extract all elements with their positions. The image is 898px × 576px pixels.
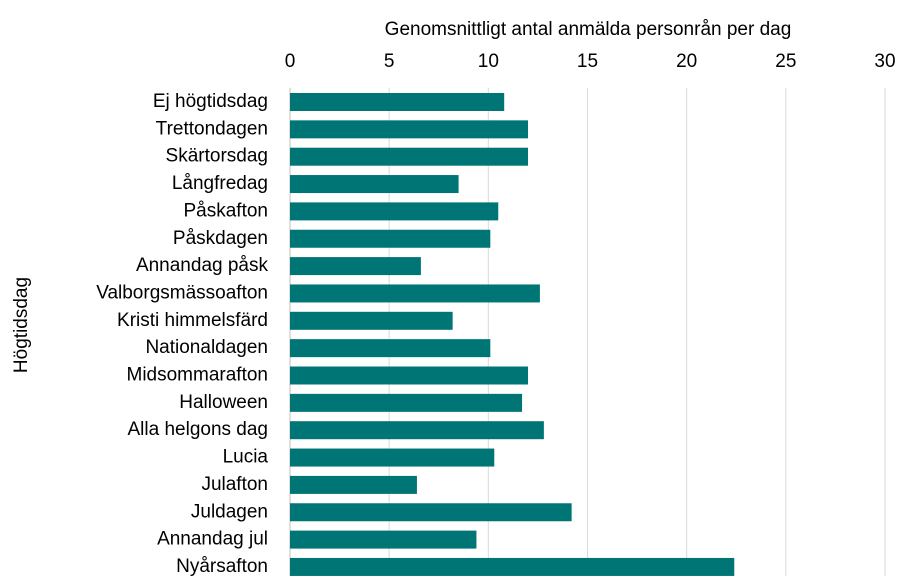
bar	[290, 284, 540, 303]
y-tick-label: Juldagen	[191, 501, 268, 522]
x-tick-label: 0	[285, 51, 296, 72]
x-tick-label: 20	[676, 51, 697, 72]
bar	[290, 366, 528, 385]
x-tick-label: 30	[874, 51, 895, 72]
y-tick-label: Påskafton	[184, 200, 269, 221]
bar	[290, 421, 544, 440]
y-tick-label: Nyårsafton	[176, 556, 268, 576]
bar	[290, 120, 528, 139]
y-tick-label: Ej högtidsdag	[153, 91, 268, 112]
y-tick-label: Valborgsmässoafton	[96, 282, 268, 303]
bar	[290, 202, 499, 221]
x-tick-label: 10	[478, 51, 499, 72]
bar	[290, 311, 453, 330]
y-tick-label: Lucia	[223, 447, 269, 468]
bar	[290, 448, 495, 467]
y-tick-label: Annandag jul	[157, 529, 268, 550]
y-tick-label: Påskdagen	[173, 228, 268, 249]
bar	[290, 503, 572, 522]
bar	[290, 147, 528, 166]
bar	[290, 339, 491, 358]
x-tick-label: 15	[577, 51, 598, 72]
y-tick-label: Midsommarafton	[127, 365, 269, 386]
y-tick-label: Långfredag	[172, 173, 268, 194]
bar	[290, 475, 417, 494]
bar	[290, 393, 523, 412]
y-axis-title: Högtidsdag	[11, 277, 32, 373]
y-tick-label: Nationaldagen	[145, 337, 268, 358]
x-tick-label: 5	[384, 51, 395, 72]
y-tick-label: Skärtorsdag	[166, 146, 268, 167]
y-tick-label: Halloween	[179, 392, 268, 413]
y-tick-label: Alla helgons dag	[128, 419, 269, 440]
x-axis-title: Genomsnittligt antal anmälda personrån p…	[385, 19, 792, 40]
bar	[290, 557, 735, 576]
bar	[290, 93, 505, 111]
y-tick-label: Kristi himmelsfärd	[117, 310, 268, 331]
bar	[290, 257, 421, 276]
bar	[290, 530, 477, 549]
y-tick-label: Julafton	[201, 474, 268, 495]
y-tick-label: Trettondagen	[156, 118, 268, 139]
y-tick-label: Annandag påsk	[136, 255, 269, 276]
x-tick-label: 25	[775, 51, 796, 72]
bar	[290, 229, 491, 248]
bar	[290, 175, 459, 194]
